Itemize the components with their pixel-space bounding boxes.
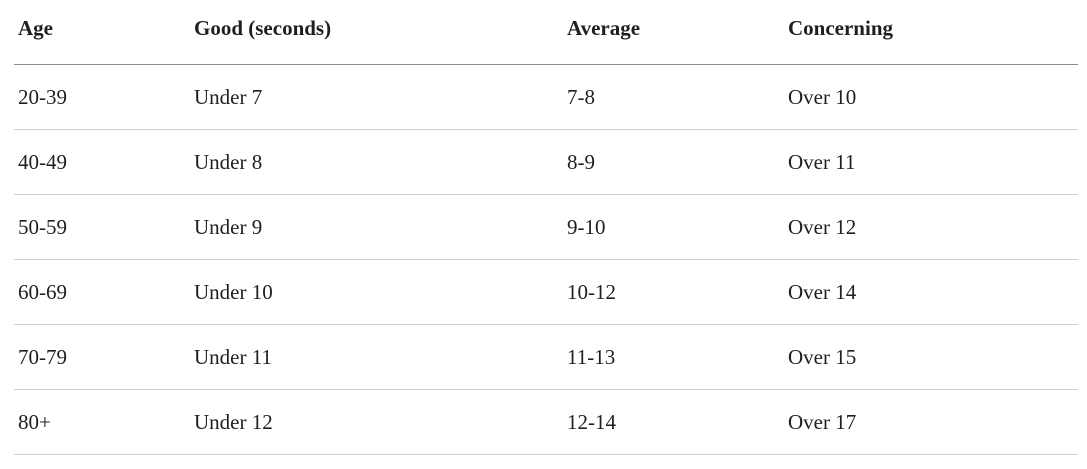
table-cell: 7-8 xyxy=(563,64,784,130)
header-cell: Good (seconds) xyxy=(190,0,563,65)
table-cell: 60-69 xyxy=(14,259,190,325)
table-cell: 20-39 xyxy=(14,64,190,130)
table-cell: 9-10 xyxy=(563,194,784,260)
table-row: 20-39 Under 7 7-8 Over 10 xyxy=(14,64,1078,130)
table-cell: Over 15 xyxy=(784,324,1078,390)
table-header: Age Good (seconds) Average Concerning xyxy=(14,0,1078,65)
table-cell: 80+ xyxy=(14,389,190,455)
table-cell: 50-59 xyxy=(14,194,190,260)
header-row: Age Good (seconds) Average Concerning xyxy=(14,0,1078,65)
table-cell: Under 11 xyxy=(190,324,563,390)
header-cell: Concerning xyxy=(784,0,1078,65)
table-cell: Under 7 xyxy=(190,64,563,130)
header-cell: Age xyxy=(14,0,190,65)
table-cell: 11-13 xyxy=(563,324,784,390)
table-cell: Under 10 xyxy=(190,259,563,325)
table-row: 40-49 Under 8 8-9 Over 11 xyxy=(14,129,1078,195)
table-row: 70-79 Under 11 11-13 Over 15 xyxy=(14,324,1078,390)
table-cell: Under 8 xyxy=(190,129,563,195)
table-cell: Over 17 xyxy=(784,389,1078,455)
table-body: 20-39 Under 7 7-8 Over 10 40-49 Under 8 8-9 Ove… xyxy=(14,64,1078,455)
table-cell: 70-79 xyxy=(14,324,190,390)
table-cell: Over 11 xyxy=(784,129,1078,195)
table-cell: Under 9 xyxy=(190,194,563,260)
table: Age Good (seconds) Average Concerning 20-39… xyxy=(14,0,1078,455)
table-cell: Over 14 xyxy=(784,259,1078,325)
table-cell: 10-12 xyxy=(563,259,784,325)
table-cell: Over 10 xyxy=(784,64,1078,130)
table-cell: Over 12 xyxy=(784,194,1078,260)
table-row: 60-69 Under 10 10-12 Over 14 xyxy=(14,259,1078,325)
header-cell: Average xyxy=(563,0,784,65)
table-cell: 12-14 xyxy=(563,389,784,455)
table-cell: 40-49 xyxy=(14,129,190,195)
table-cell: Under 12 xyxy=(190,389,563,455)
table-cell: 8-9 xyxy=(563,129,784,195)
table-row: 50-59 Under 9 9-10 Over 12 xyxy=(14,194,1078,260)
table-row: 80+ Under 12 12-14 Over 17 xyxy=(14,389,1078,455)
